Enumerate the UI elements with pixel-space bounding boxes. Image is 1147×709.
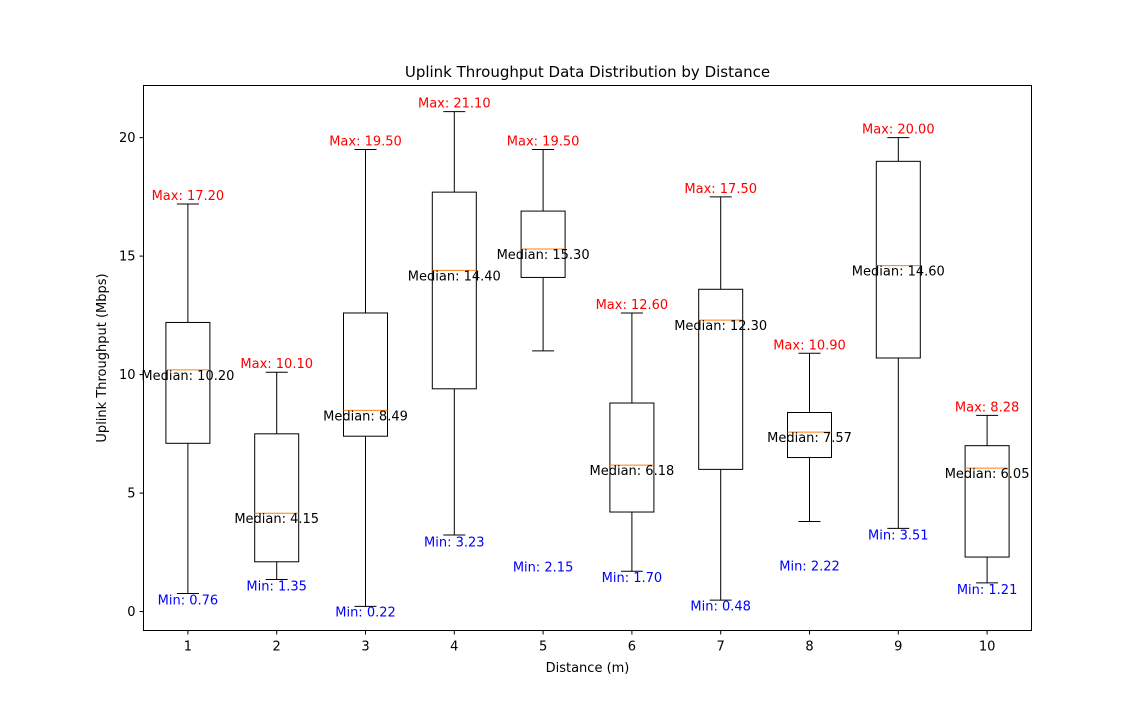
x-tick-label: 9 (894, 640, 902, 655)
box-group: Max: 20.00 Median: 14.60 Min: 3.51 (852, 123, 945, 544)
x-tick-label: 8 (805, 640, 813, 655)
plot-frame (143, 85, 1032, 631)
min-annotation: Min: 0.22 (335, 606, 396, 621)
box-iqr (254, 433, 300, 563)
min-annotation: Min: 0.48 (690, 600, 751, 615)
x-tick-label: 3 (361, 640, 369, 655)
y-tick-label: 5 (127, 487, 135, 502)
box-group: Max: 12.60 Median: 6.18 Min: 1.70 (590, 298, 675, 586)
x-tick-label: 1 (184, 640, 192, 655)
box-iqr (609, 402, 655, 513)
x-tick-label: 2 (273, 640, 281, 655)
box-group: Max: 17.50 Median: 12.30 Min: 0.48 (674, 182, 767, 615)
box-group: Max: 19.50 Median: 15.30 Min: 2.15 (497, 134, 590, 575)
box-iqr (875, 160, 921, 359)
median-annotation: Median: 6.05 (945, 467, 1030, 482)
min-annotation: Min: 3.51 (868, 529, 929, 544)
max-annotation: Max: 10.10 (240, 357, 313, 372)
y-tick-label: 20 (119, 131, 136, 146)
min-annotation: Min: 3.23 (424, 536, 485, 551)
max-annotation: Max: 12.60 (596, 298, 669, 313)
median-annotation: Median: 14.60 (852, 265, 945, 280)
y-tick-label: 15 (119, 250, 136, 265)
median-annotation: Median: 6.18 (590, 464, 675, 479)
box-group: Max: 17.20 Median: 10.20 Min: 0.76 (141, 189, 234, 609)
median-annotation: Median: 15.30 (497, 248, 590, 263)
max-annotation: Max: 21.10 (418, 97, 491, 112)
median-annotation: Median: 7.57 (767, 431, 852, 446)
y-tick-label: 10 (119, 368, 136, 383)
max-annotation: Max: 20.00 (862, 123, 935, 138)
median-annotation: Median: 14.40 (408, 269, 501, 284)
x-tick-label: 6 (628, 640, 636, 655)
median-annotation: Median: 4.15 (234, 512, 319, 527)
median-annotation: Median: 8.49 (323, 409, 408, 424)
chart-title: Uplink Throughput Data Distribution by D… (405, 63, 770, 81)
box-iqr (343, 312, 388, 437)
max-annotation: Max: 17.50 (684, 182, 757, 197)
box-iqr (165, 321, 211, 444)
min-annotation: Min: 2.22 (779, 559, 840, 574)
x-tick-label: 4 (450, 640, 458, 655)
min-annotation: Min: 1.35 (246, 579, 307, 594)
median-annotation: Median: 10.20 (141, 369, 234, 384)
x-axis-label: Distance (m) (546, 661, 630, 676)
min-annotation: Min: 1.21 (957, 583, 1018, 598)
median-annotation: Median: 12.30 (674, 319, 767, 334)
x-tick-label: 7 (717, 640, 725, 655)
box-iqr (431, 191, 477, 390)
max-annotation: Max: 19.50 (329, 134, 402, 149)
box-group: Max: 19.50 Median: 8.49 Min: 0.22 (323, 134, 408, 620)
box-iqr (520, 210, 566, 278)
box-group: Max: 10.10 Median: 4.15 Min: 1.35 (234, 357, 319, 594)
box-group: Max: 8.28 Median: 6.05 Min: 1.21 (945, 400, 1030, 598)
box-group: Max: 21.10 Median: 14.40 Min: 3.23 (408, 97, 501, 551)
max-annotation: Max: 10.90 (773, 338, 846, 353)
y-axis-label: Uplink Throughput (Mbps) (95, 273, 110, 442)
x-tick-label: 10 (979, 640, 996, 655)
y-tick-label: 0 (127, 605, 135, 620)
box-iqr (964, 445, 1010, 558)
min-annotation: Min: 2.15 (513, 561, 574, 576)
max-annotation: Max: 8.28 (955, 400, 1019, 415)
min-annotation: Min: 1.70 (602, 571, 663, 586)
max-annotation: Max: 19.50 (507, 134, 580, 149)
box-iqr (787, 412, 832, 459)
x-tick-label: 5 (539, 640, 547, 655)
plot-area: Max: 17.20 Median: 10.20 Min: 0.76 Max: 10.… (141, 97, 1029, 621)
min-annotation: Min: 0.76 (158, 594, 219, 609)
max-annotation: Max: 17.20 (152, 189, 225, 204)
box-iqr (698, 288, 744, 470)
box-group: Max: 10.90 Median: 7.57 Min: 2.22 (767, 338, 852, 574)
